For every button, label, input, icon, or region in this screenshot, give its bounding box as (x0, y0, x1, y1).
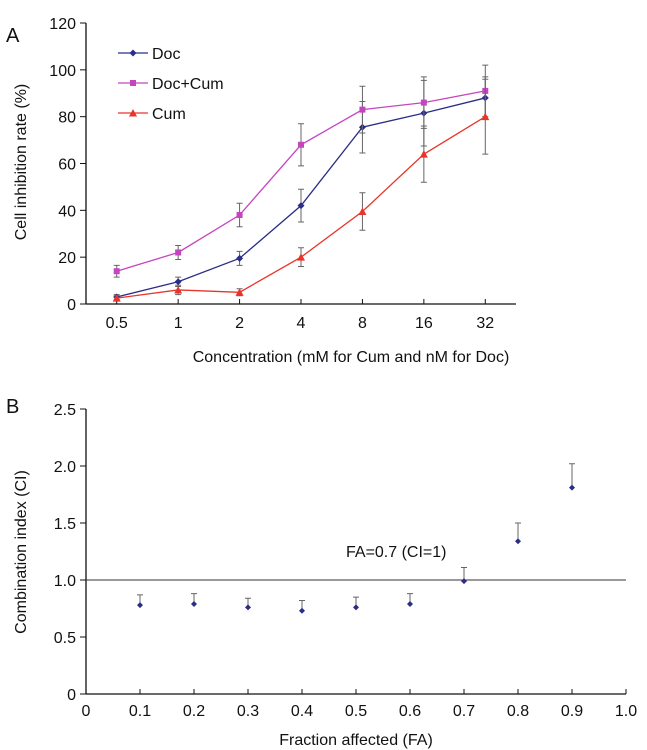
data-point-fa-0-2 (191, 600, 197, 607)
legend-entry-doc-cum: Doc+Cum (118, 76, 224, 93)
data-point-doc-4 (297, 202, 305, 210)
legend-entry-cum: Cum (118, 106, 186, 123)
panel-a-x-tick-label-16: 16 (415, 315, 433, 332)
panel-b-y-axis: 0 0.5 1.0 1.5 2.0 2.5 (54, 402, 87, 704)
panel-b-y-tick-label-2-5: 2.5 (54, 402, 76, 419)
data-point-cum-0-5 (112, 294, 121, 302)
panel-a-y-axis: 0 20 40 60 80 100 120 (49, 16, 87, 314)
data-point-fa-0-4 (299, 607, 305, 614)
panel-b-y-tick-label-2-0: 2.0 (54, 459, 76, 476)
panel-a-x-axis-label: Concentration (mM for Cum and nM for Doc… (193, 349, 510, 366)
panel-b-y-axis-label: Combination index (CI) (13, 470, 30, 634)
data-point-doc-cum-4 (298, 141, 304, 148)
panel-b-label: B (6, 396, 19, 418)
panel-a-y-tick-label-100: 100 (49, 63, 76, 80)
panel-a-x-tick-label-4: 4 (297, 315, 306, 332)
panel-a-y-tick-label-20: 20 (58, 250, 76, 267)
panel-a-x-tick-label-32: 32 (476, 315, 494, 332)
panel-b-x-tick-label-0-9: 0.9 (561, 703, 583, 720)
panel-b-y-tick-label-1-0: 1.0 (54, 573, 76, 590)
panel-b-x-tick-label-0-1: 0.1 (129, 703, 151, 720)
series-doc-cum (113, 64, 489, 278)
panel-a-x-tick-label-1: 1 (174, 315, 183, 332)
panel-a-x-tick-label-2: 2 (235, 315, 244, 332)
data-point-doc-cum-8 (359, 106, 366, 113)
data-point-cum-4 (297, 253, 305, 261)
panel-b-x-axis-label: Fraction affected (FA) (279, 732, 433, 749)
series-cum (112, 78, 490, 302)
panel-b-y-tick-label-1-5: 1.5 (54, 516, 76, 533)
data-point-cum-8 (358, 207, 367, 216)
data-point-fa-0-8 (515, 538, 521, 545)
panel-a-x-tick-label-0-5: 0.5 (106, 315, 128, 332)
data-point-doc-1 (174, 278, 182, 286)
data-point-fa-0-9 (569, 484, 575, 491)
panel-a-y-tick-label-60: 60 (58, 157, 76, 174)
panel-a-legend: Doc Doc+Cum Cum (118, 46, 224, 123)
panel-a-label: A (6, 25, 20, 47)
data-point-fa-0-7 (461, 578, 467, 585)
data-point-cum-16 (419, 150, 428, 158)
legend-label-doc: Doc (152, 46, 180, 63)
panel-a-y-tick-label-40: 40 (58, 203, 76, 220)
panel-b-x-tick-label-0-4: 0.4 (291, 703, 313, 720)
panel-b-x-tick-label-1-0: 1.0 (615, 703, 637, 720)
data-point-fa-0-3 (245, 604, 251, 611)
data-point-doc-cum-16 (420, 99, 427, 106)
error-bar-fa-0-9 (569, 463, 575, 488)
panel-b-y-tick-label-0: 0 (67, 687, 76, 704)
panel-b-chart: 0 0.1 0.2 0.3 0.4 0.5 0.6 0.7 0.8 0.9 1.0 0 0.5 1.0 1… (13, 402, 637, 749)
panel-a-chart: 0.5 1 2 4 8 16 32 0 20 40 60 80 100 120 Concentratio… (13, 16, 516, 366)
panel-b-x-tick-label-0-3: 0.3 (237, 703, 259, 720)
legend-label-cum: Cum (152, 106, 186, 123)
panel-b-x-tick-label-0-5: 0.5 (345, 703, 367, 720)
panel-b-x-axis: 0 0.1 0.2 0.3 0.4 0.5 0.6 0.7 0.8 0.9 1.0 (82, 689, 637, 720)
panel-a-x-tick-label-8: 8 (358, 315, 367, 332)
legend-entry-doc: Doc (118, 46, 180, 63)
panel-b-x-tick-label-0-7: 0.7 (453, 703, 475, 720)
panel-b-x-tick-label-0: 0 (82, 703, 91, 720)
panel-a-y-axis-label: Cell inhibition rate (%) (13, 84, 30, 241)
reference-line-label: FA=0.7 (CI=1) (346, 544, 447, 561)
panel-b-x-tick-label-0-8: 0.8 (507, 703, 529, 720)
data-point-cum-2 (235, 288, 244, 296)
error-bar-fa-0-8 (515, 522, 521, 542)
legend-label-doc-cum: Doc+Cum (152, 76, 224, 93)
data-point-cum-1 (174, 285, 183, 294)
panel-b-x-tick-label-0-2: 0.2 (183, 703, 205, 720)
data-point-doc-cum-2 (236, 212, 243, 219)
data-point-fa-0-5 (353, 604, 359, 611)
data-point-fa-0-1 (137, 602, 143, 609)
data-point-doc-cum-1 (175, 249, 182, 256)
data-point-doc-cum-0-5 (113, 268, 120, 275)
data-point-cum-32 (481, 112, 490, 121)
panel-a-y-tick-label-80: 80 (58, 110, 76, 127)
data-point-doc-2 (236, 254, 244, 262)
panel-a-y-tick-label-0: 0 (67, 297, 76, 314)
panel-b-y-tick-label-0-5: 0.5 (54, 630, 76, 647)
data-point-fa-0-6 (407, 600, 413, 607)
panel-a-x-axis: 0.5 1 2 4 8 16 32 (86, 299, 516, 332)
panel-b-x-tick-label-0-6: 0.6 (399, 703, 421, 720)
panel-a-y-tick-label-120: 120 (49, 16, 76, 33)
